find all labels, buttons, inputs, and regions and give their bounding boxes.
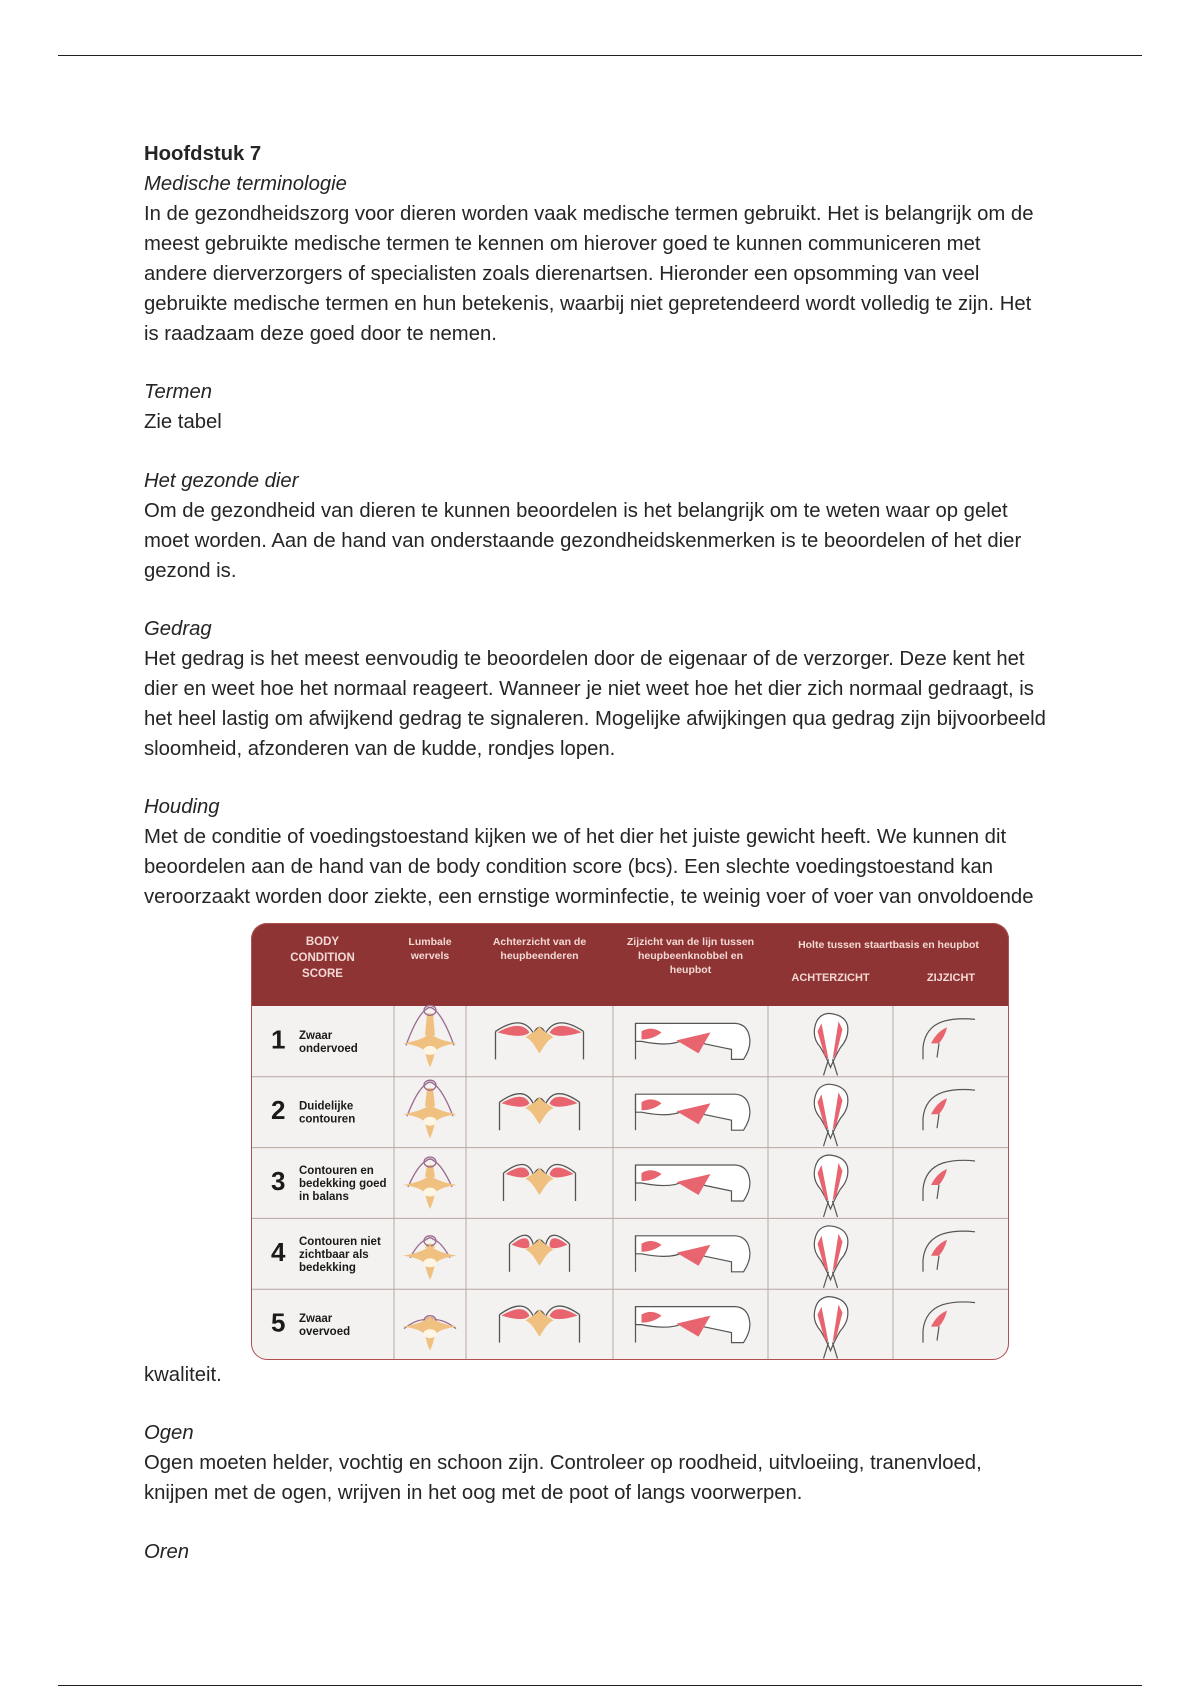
svg-text:heupbot: heupbot: [670, 964, 712, 976]
svg-text:ACHTERZICHT: ACHTERZICHT: [791, 972, 869, 984]
svg-text:bedekking goed: bedekking goed: [299, 1178, 387, 1190]
svg-text:in balans: in balans: [299, 1191, 349, 1203]
svg-text:Contouren en: Contouren en: [299, 1165, 374, 1177]
svg-text:1: 1: [271, 1024, 285, 1054]
svg-text:2: 2: [271, 1095, 285, 1125]
svg-text:zichtbaar als: zichtbaar als: [299, 1249, 369, 1261]
svg-text:contouren: contouren: [299, 1114, 355, 1126]
svg-text:ondervoed: ondervoed: [299, 1043, 358, 1055]
svg-text:SCORE: SCORE: [302, 968, 343, 980]
svg-text:ZIJZICHT: ZIJZICHT: [927, 972, 976, 984]
svg-text:4: 4: [271, 1237, 286, 1267]
svg-text:Contouren niet: Contouren niet: [299, 1236, 381, 1248]
svg-text:Achterzicht van de: Achterzicht van de: [493, 936, 587, 948]
svg-text:Zwaar: Zwaar: [299, 1030, 333, 1042]
svg-text:wervels: wervels: [410, 950, 450, 962]
svg-text:Holte tussen staartbasis en he: Holte tussen staartbasis en heupbot: [798, 939, 979, 951]
svg-text:overvoed: overvoed: [299, 1326, 350, 1338]
svg-text:Zwaar: Zwaar: [299, 1313, 333, 1325]
svg-text:Duidelijke: Duidelijke: [299, 1101, 353, 1113]
svg-text:heupbeenderen: heupbeenderen: [500, 950, 578, 962]
svg-text:Lumbale: Lumbale: [408, 936, 451, 948]
svg-text:CONDITION: CONDITION: [290, 952, 355, 964]
svg-text:BODY: BODY: [306, 936, 340, 948]
svg-text:5: 5: [271, 1308, 285, 1338]
svg-text:3: 3: [271, 1166, 285, 1196]
svg-text:heupbeenknobbel en: heupbeenknobbel en: [638, 950, 743, 962]
svg-text:Zijzicht van de lijn tussen: Zijzicht van de lijn tussen: [627, 936, 754, 948]
svg-text:bedekking: bedekking: [299, 1262, 356, 1274]
